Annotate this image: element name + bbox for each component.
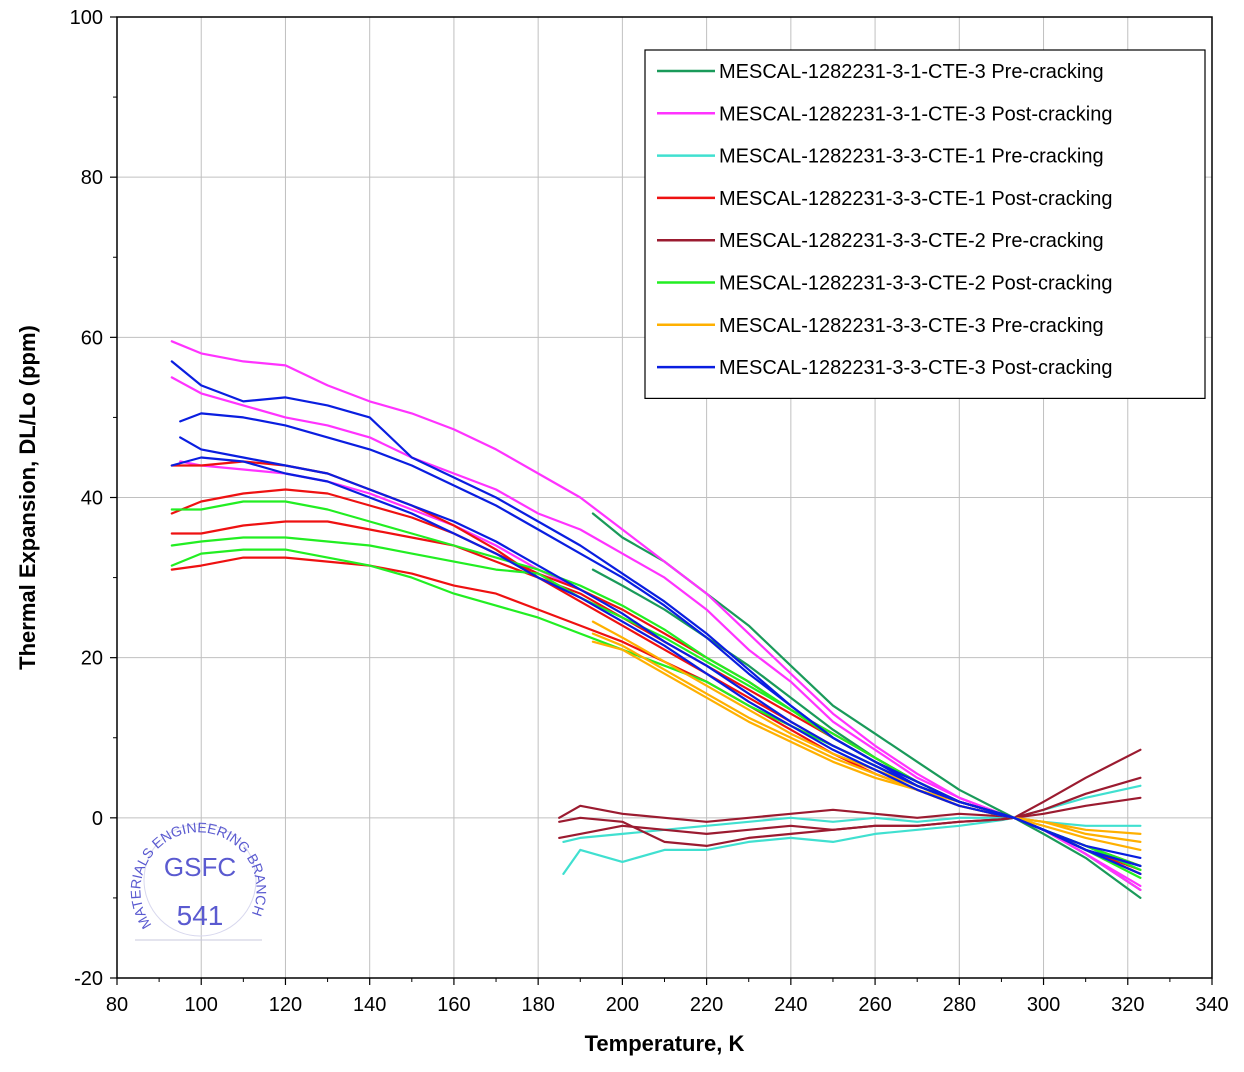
x-tick-label: 100 (185, 994, 218, 1016)
legend-label: MESCAL-1282231-3-1-CTE-3 Post-cracking (719, 103, 1113, 125)
x-tick-label: 240 (774, 994, 807, 1016)
x-tick-label: 320 (1111, 994, 1144, 1016)
series-6-curve-2 (591, 640, 1142, 852)
legend-label: MESCAL-1282231-3-3-CTE-2 Pre-cracking (719, 230, 1104, 252)
legend-label: MESCAL-1282231-3-3-CTE-3 Pre-cracking (719, 315, 1104, 337)
x-tick-label: 140 (353, 994, 386, 1016)
y-tick-label: 40 (81, 488, 103, 510)
x-tick-label: 220 (690, 994, 723, 1016)
x-tick-label: 340 (1195, 994, 1228, 1016)
series-1-curve-2 (179, 460, 582, 591)
y-tick-label: 20 (81, 648, 103, 670)
y-tick-label: 60 (81, 327, 103, 349)
x-tick-label: 80 (106, 994, 128, 1016)
series-7-curve-3 (170, 456, 1142, 860)
series-0-curve-0 (591, 512, 1142, 900)
logo-number: 541 (177, 900, 224, 931)
legend: MESCAL-1282231-3-1-CTE-3 Pre-cracking MES… (644, 49, 1206, 399)
series-4-curve-2 (558, 796, 1142, 823)
x-axis-title: Temperature, K (585, 1031, 745, 1056)
series-7-curve-2 (179, 436, 1142, 868)
axes: 80 100 120 140 160 180 200 220 240 260 280 300 320 34… (70, 7, 1229, 1016)
y-axis-title: Thermal Expansion, DL/Lo (ppm) (15, 325, 40, 670)
legend-label: MESCAL-1282231-3-3-CTE-3 Post-cracking (719, 357, 1113, 379)
series-1-curve-1 (170, 376, 1142, 888)
legend-label: MESCAL-1282231-3-1-CTE-3 Pre-cracking (719, 61, 1104, 83)
x-tick-label: 280 (943, 994, 976, 1016)
series-6-curve-1 (591, 632, 1142, 844)
series-4-curve-1 (558, 776, 1142, 848)
x-tick-label: 180 (521, 994, 554, 1016)
logo-title: GSFC (164, 852, 236, 882)
y-tick-label: 100 (70, 7, 103, 29)
y-tick-label: 80 (81, 167, 103, 189)
legend-box (644, 49, 1206, 399)
x-tick-label: 160 (437, 994, 470, 1016)
y-tick-label: 0 (92, 808, 103, 830)
series-7-curve-0 (170, 360, 1142, 876)
legend-label: MESCAL-1282231-3-3-CTE-2 Post-cracking (719, 273, 1113, 295)
gsfc-logo: MATERIALS ENGINEERING BRANCH GSFC 541 (127, 819, 270, 941)
x-tick-label: 200 (606, 994, 639, 1016)
x-tick-label: 260 (858, 994, 891, 1016)
x-tick-label: 300 (1027, 994, 1060, 1016)
legend-label: MESCAL-1282231-3-3-CTE-1 Post-cracking (719, 188, 1113, 210)
series-lines (170, 340, 1142, 900)
x-tick-label: 120 (269, 994, 302, 1016)
logo-circle (143, 823, 257, 937)
y-tick-label: -20 (74, 968, 103, 990)
legend-label: MESCAL-1282231-3-3-CTE-1 Pre-cracking (719, 146, 1104, 168)
